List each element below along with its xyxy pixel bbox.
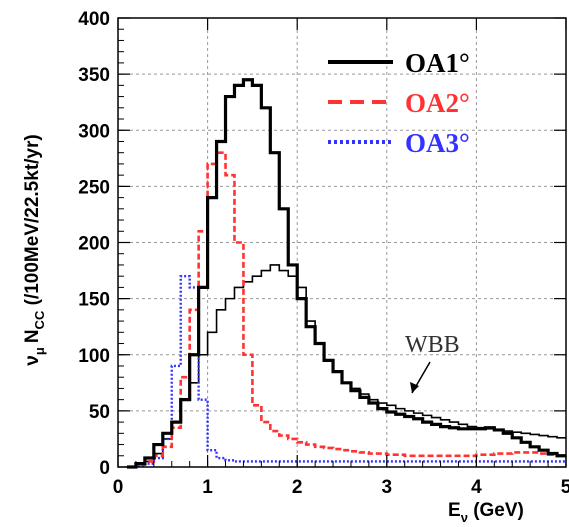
series-line-oa2 xyxy=(126,151,566,469)
y-tick-label: 100 xyxy=(78,346,110,367)
legend-label-oa2: OA2° xyxy=(405,88,470,118)
legend: OA1° OA2° OA3° xyxy=(328,48,470,158)
y-axis-title: νμNCC (/100MeV/22.5kt/yr) xyxy=(22,134,47,365)
x-tick-label: 3 xyxy=(382,477,393,498)
series-line-wbb xyxy=(126,264,566,468)
y-tick-label: 300 xyxy=(78,121,110,142)
series-layer xyxy=(126,78,566,469)
axes xyxy=(117,17,567,468)
y-tick-label: 200 xyxy=(78,234,110,255)
series-line-oa1 xyxy=(126,78,566,469)
x-tick-label: 0 xyxy=(113,477,124,498)
x-tick-label: 2 xyxy=(292,477,303,498)
x-tick-label: 4 xyxy=(471,477,482,498)
y-tick-label: 0 xyxy=(99,458,110,479)
y-tick-label: 250 xyxy=(78,177,110,198)
wbb-annotation: WBB xyxy=(405,332,460,394)
y-tick-label: 350 xyxy=(78,65,110,86)
legend-label-oa3: OA3° xyxy=(405,128,470,158)
y-tick-label: 400 xyxy=(78,9,110,30)
x-tick-label: 5 xyxy=(561,477,569,498)
wbb-arrowhead xyxy=(410,382,419,393)
wbb-label: WBB xyxy=(405,332,460,358)
y-tick-label: 150 xyxy=(78,290,110,311)
x-axis-title: Eν (GeV) xyxy=(448,500,524,525)
y-tick-label: 50 xyxy=(89,402,110,423)
legend-label-oa1: OA1° xyxy=(405,48,470,78)
x-tick-label: 1 xyxy=(202,477,213,498)
series-line-oa3 xyxy=(126,274,566,469)
